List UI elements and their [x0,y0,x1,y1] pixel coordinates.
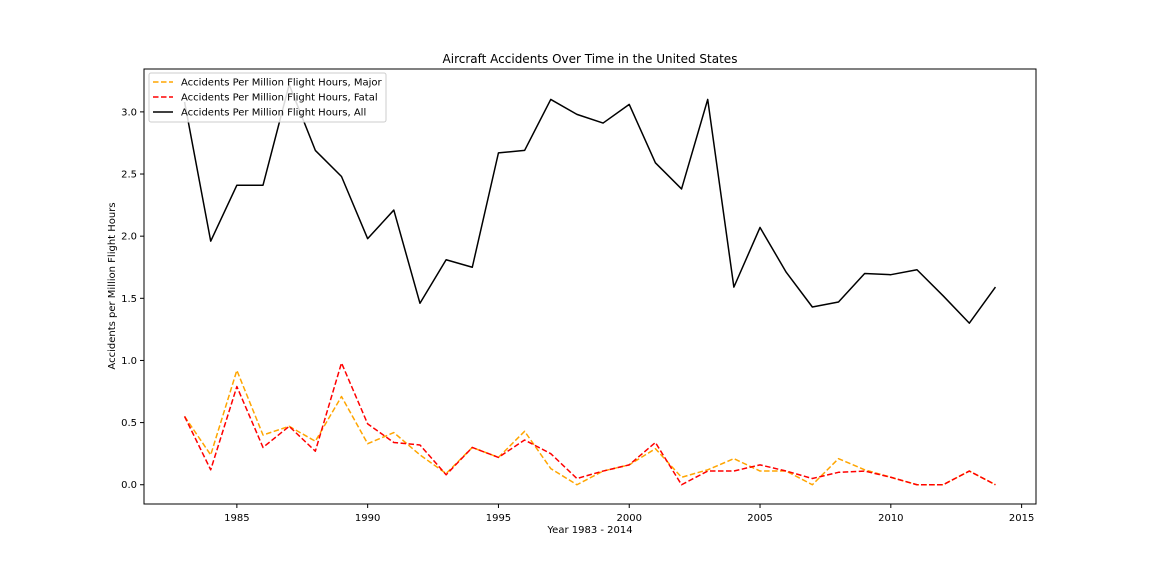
chart-title: Aircraft Accidents Over Time in the Unit… [443,52,738,66]
x-tick-label: 1985 [224,513,249,524]
x-tick-label: 2015 [1009,513,1034,524]
y-tick-label: 1.0 [121,356,137,367]
series-lines [183,83,997,486]
legend: Accidents Per Million Flight Hours, Majo… [148,72,387,123]
legend-box [148,72,387,123]
x-tick-label: 1990 [355,513,380,524]
series-line-0 [183,369,996,486]
y-tick-label: 0.5 [121,418,137,429]
x-tick-label: 2010 [878,513,903,524]
x-tick-label: 2005 [747,513,772,524]
y-tick-label: 3.0 [121,107,137,118]
x-tick-label: 1995 [486,513,511,524]
y-tick-label: 0.0 [121,480,137,491]
axis-ticks: 1985 1990 1995 2000 2005 2010 2015 0.0 0.5 1.0 1.5… [121,107,1034,524]
legend-entries: Accidents Per Million Flight Hours, Majo… [153,78,382,119]
y-axis-label: Accidents per Million Flight Hours [107,202,118,369]
x-axis-label: Year 1983 - 2014 [546,525,632,536]
series-line-2 [183,83,997,324]
legend-label-0: Accidents Per Million Flight Hours, Majo… [181,78,382,89]
plot-area-frame [143,68,1037,505]
y-tick-label: 2.0 [121,232,137,243]
legend-label-2: Accidents Per Million Flight Hours, All [181,108,366,119]
legend-label-1: Accidents Per Million Flight Hours, Fata… [181,93,378,104]
y-tick-label: 1.5 [121,294,137,305]
series-line-1 [183,362,996,486]
y-tick-label: 2.5 [121,170,137,181]
x-tick-label: 2000 [617,513,642,524]
